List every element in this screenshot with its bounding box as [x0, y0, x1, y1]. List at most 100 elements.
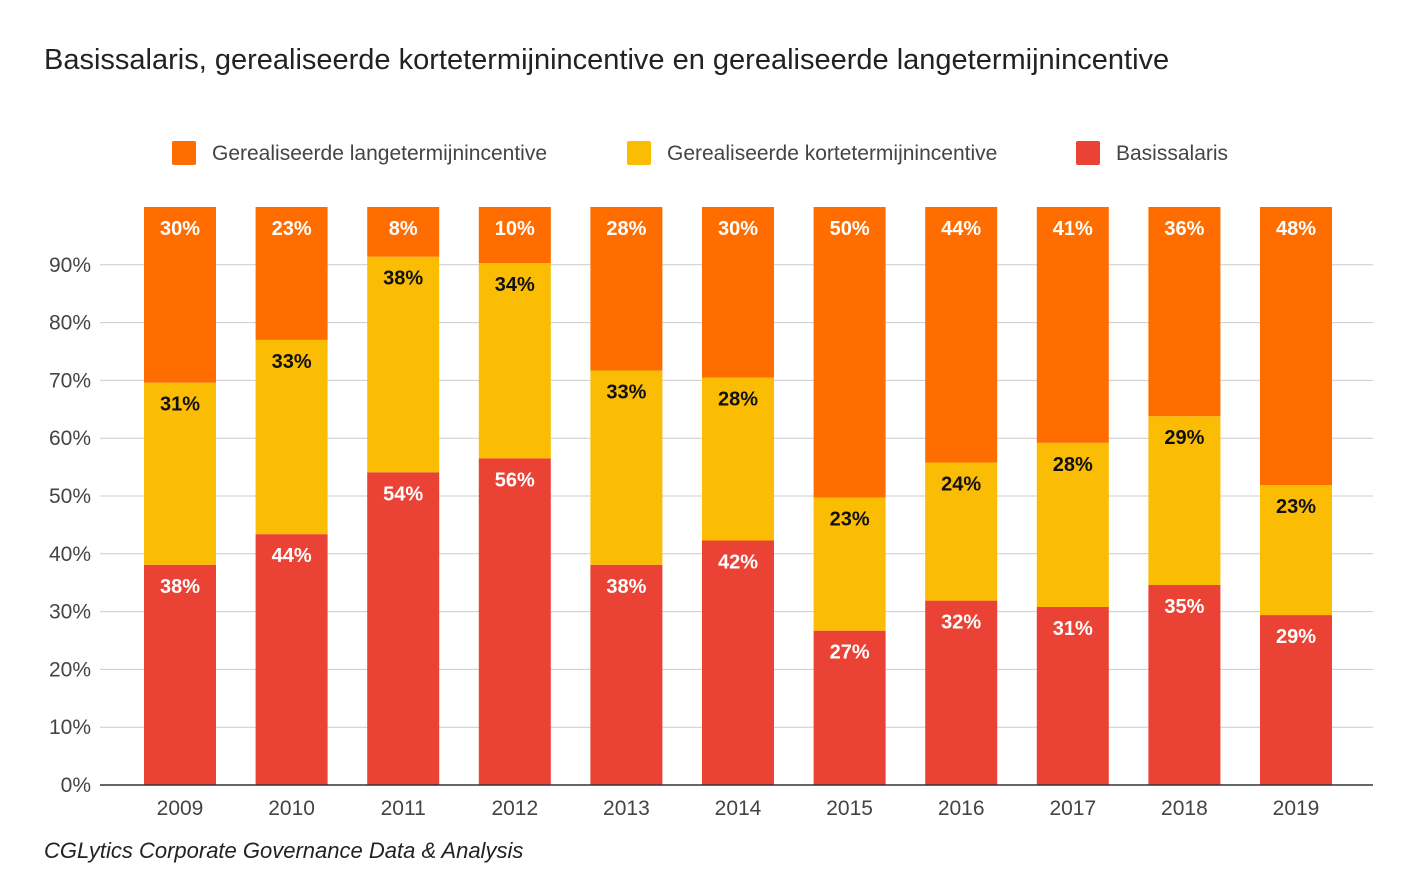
bar-basissalaris-2009 [144, 564, 216, 785]
bar-basissalaris-2013 [590, 564, 663, 785]
y-tick-label: 30% [49, 601, 91, 624]
bar-basissalaris-2010 [255, 534, 328, 785]
data-label-basissalaris-2014: 42% [718, 552, 758, 574]
legend-swatch-gerealiseerde-langetermijnincentive [172, 141, 196, 165]
bar-gerealiseerde-langetermijnincentive-2010 [255, 207, 328, 340]
legend-label-gerealiseerde-langetermijnincentive: Gerealiseerde langetermijnincentive [212, 142, 547, 165]
y-tick-label: 80% [49, 312, 91, 335]
y-tick-label: 10% [49, 716, 91, 739]
bar-gerealiseerde-langetermijnincentive-2009 [144, 207, 216, 383]
bar-gerealiseerde-langetermijnincentive-2011 [367, 207, 440, 257]
data-label-gerealiseerde-langetermijnincentive-2010: 23% [272, 218, 312, 240]
y-tick-label: 70% [49, 369, 91, 392]
data-label-gerealiseerde-langetermijnincentive-2016: 44% [941, 218, 981, 240]
data-label-basissalaris-2016: 32% [941, 612, 981, 634]
bar-gerealiseerde-kortetermijnincentive-2014 [702, 377, 774, 541]
bar-gerealiseerde-langetermijnincentive-2019 [1260, 207, 1332, 486]
data-label-basissalaris-2019: 29% [1276, 626, 1316, 648]
data-label-gerealiseerde-langetermijnincentive-2015: 50% [830, 218, 870, 240]
x-tick-label: 2009 [157, 797, 204, 820]
data-label-gerealiseerde-langetermijnincentive-2012: 10% [495, 218, 535, 240]
x-tick-label: 2015 [826, 797, 873, 820]
x-tick-label: 2010 [268, 797, 315, 820]
y-tick-label: 60% [49, 427, 91, 450]
data-label-basissalaris-2017: 31% [1053, 618, 1093, 640]
bar-gerealiseerde-langetermijnincentive-2014 [702, 207, 774, 378]
bar-gerealiseerde-langetermijnincentive-2012 [478, 207, 551, 264]
y-tick-label: 40% [49, 543, 91, 566]
data-label-basissalaris-2009: 38% [160, 576, 200, 598]
x-tick-label: 2018 [1161, 797, 1208, 820]
x-tick-label: 2016 [938, 797, 985, 820]
data-label-gerealiseerde-langetermijnincentive-2011: 8% [389, 218, 418, 240]
x-tick-label: 2013 [603, 797, 650, 820]
source-caption: CGLytics Corporate Governance Data & Ana… [44, 838, 523, 863]
data-label-gerealiseerde-kortetermijnincentive-2015: 23% [830, 509, 870, 531]
data-label-gerealiseerde-kortetermijnincentive-2018: 29% [1164, 427, 1204, 449]
data-label-gerealiseerde-kortetermijnincentive-2016: 24% [941, 473, 981, 495]
chart-title: Basissalaris, gerealiseerde kortetermijn… [44, 44, 1169, 76]
x-tick-label: 2014 [715, 797, 762, 820]
data-label-basissalaris-2010: 44% [272, 545, 312, 567]
bar-gerealiseerde-kortetermijnincentive-2016 [925, 462, 998, 601]
bar-basissalaris-2017 [1036, 606, 1109, 785]
data-label-gerealiseerde-kortetermijnincentive-2009: 31% [160, 394, 200, 416]
data-label-gerealiseerde-kortetermijnincentive-2010: 33% [272, 351, 312, 373]
bar-gerealiseerde-kortetermijnincentive-2018 [1148, 416, 1221, 586]
legend-swatch-basissalaris [1076, 141, 1100, 165]
x-tick-label: 2019 [1273, 797, 1320, 820]
bar-basissalaris-2019 [1260, 615, 1332, 785]
data-label-gerealiseerde-kortetermijnincentive-2013: 33% [606, 382, 646, 404]
bar-gerealiseerde-langetermijnincentive-2015 [813, 207, 886, 498]
y-tick-label: 20% [49, 658, 91, 681]
data-label-gerealiseerde-langetermijnincentive-2014: 30% [718, 218, 758, 240]
bar-gerealiseerde-langetermijnincentive-2016 [925, 207, 998, 463]
x-tick-label: 2017 [1049, 797, 1096, 820]
data-label-gerealiseerde-kortetermijnincentive-2019: 23% [1276, 496, 1316, 518]
bar-basissalaris-2015 [813, 630, 886, 785]
bar-gerealiseerde-kortetermijnincentive-2013 [590, 370, 663, 565]
y-axis-ticks: 0% 10% 20% 30% 40% 50% 60% 70% 80% 90% [49, 254, 91, 797]
bar-basissalaris-2011 [367, 472, 440, 785]
data-label-gerealiseerde-langetermijnincentive-2013: 28% [606, 218, 646, 240]
data-label-gerealiseerde-kortetermijnincentive-2011: 38% [383, 268, 423, 290]
data-label-gerealiseerde-langetermijnincentive-2019: 48% [1276, 218, 1316, 240]
bar-gerealiseerde-kortetermijnincentive-2009 [144, 382, 216, 565]
data-label-gerealiseerde-kortetermijnincentive-2014: 28% [718, 389, 758, 411]
bar-gerealiseerde-kortetermijnincentive-2010 [255, 339, 328, 535]
bars [144, 207, 1332, 785]
legend-label-basissalaris: Basissalaris [1116, 142, 1228, 165]
y-tick-label: 0% [61, 774, 91, 797]
bar-basissalaris-2016 [925, 600, 998, 785]
data-label-basissalaris-2012: 56% [495, 469, 535, 491]
y-tick-label: 50% [49, 485, 91, 508]
x-tick-label: 2012 [491, 797, 538, 820]
data-label-gerealiseerde-kortetermijnincentive-2017: 28% [1053, 454, 1093, 476]
data-label-basissalaris-2011: 54% [383, 483, 423, 505]
data-label-gerealiseerde-langetermijnincentive-2018: 36% [1164, 218, 1204, 240]
data-label-gerealiseerde-kortetermijnincentive-2012: 34% [495, 274, 535, 296]
bar-basissalaris-2012 [478, 458, 551, 785]
data-labels: 38% 31% 30% 44% 33% 23% 54% 38% 8% 56% 34% 10% 38% 33… [160, 218, 1316, 664]
data-label-basissalaris-2018: 35% [1164, 596, 1204, 618]
bar-gerealiseerde-langetermijnincentive-2017 [1036, 207, 1109, 443]
x-axis-ticks: 2009 2010 2011 2012 2013 2014 2015 2016 2017 2018… [157, 797, 1320, 820]
bar-gerealiseerde-kortetermijnincentive-2015 [813, 497, 886, 631]
bar-gerealiseerde-kortetermijnincentive-2017 [1036, 442, 1109, 607]
legend: Gerealiseerde langetermijnincentive Gerea… [172, 141, 1228, 165]
bar-basissalaris-2014 [702, 540, 774, 785]
data-label-basissalaris-2013: 38% [606, 576, 646, 598]
bar-gerealiseerde-langetermijnincentive-2018 [1148, 207, 1221, 417]
bar-gerealiseerde-kortetermijnincentive-2012 [478, 263, 551, 459]
bar-gerealiseerde-kortetermijnincentive-2019 [1260, 485, 1332, 616]
bar-gerealiseerde-langetermijnincentive-2013 [590, 207, 663, 371]
y-tick-label: 90% [49, 254, 91, 277]
data-label-basissalaris-2015: 27% [830, 642, 870, 664]
data-label-gerealiseerde-langetermijnincentive-2017: 41% [1053, 218, 1093, 240]
legend-label-gerealiseerde-kortetermijnincentive: Gerealiseerde kortetermijnincentive [667, 142, 997, 165]
bar-gerealiseerde-kortetermijnincentive-2011 [367, 256, 440, 473]
x-tick-label: 2011 [381, 797, 426, 820]
bar-basissalaris-2018 [1148, 585, 1221, 785]
data-label-gerealiseerde-langetermijnincentive-2009: 30% [160, 218, 200, 240]
